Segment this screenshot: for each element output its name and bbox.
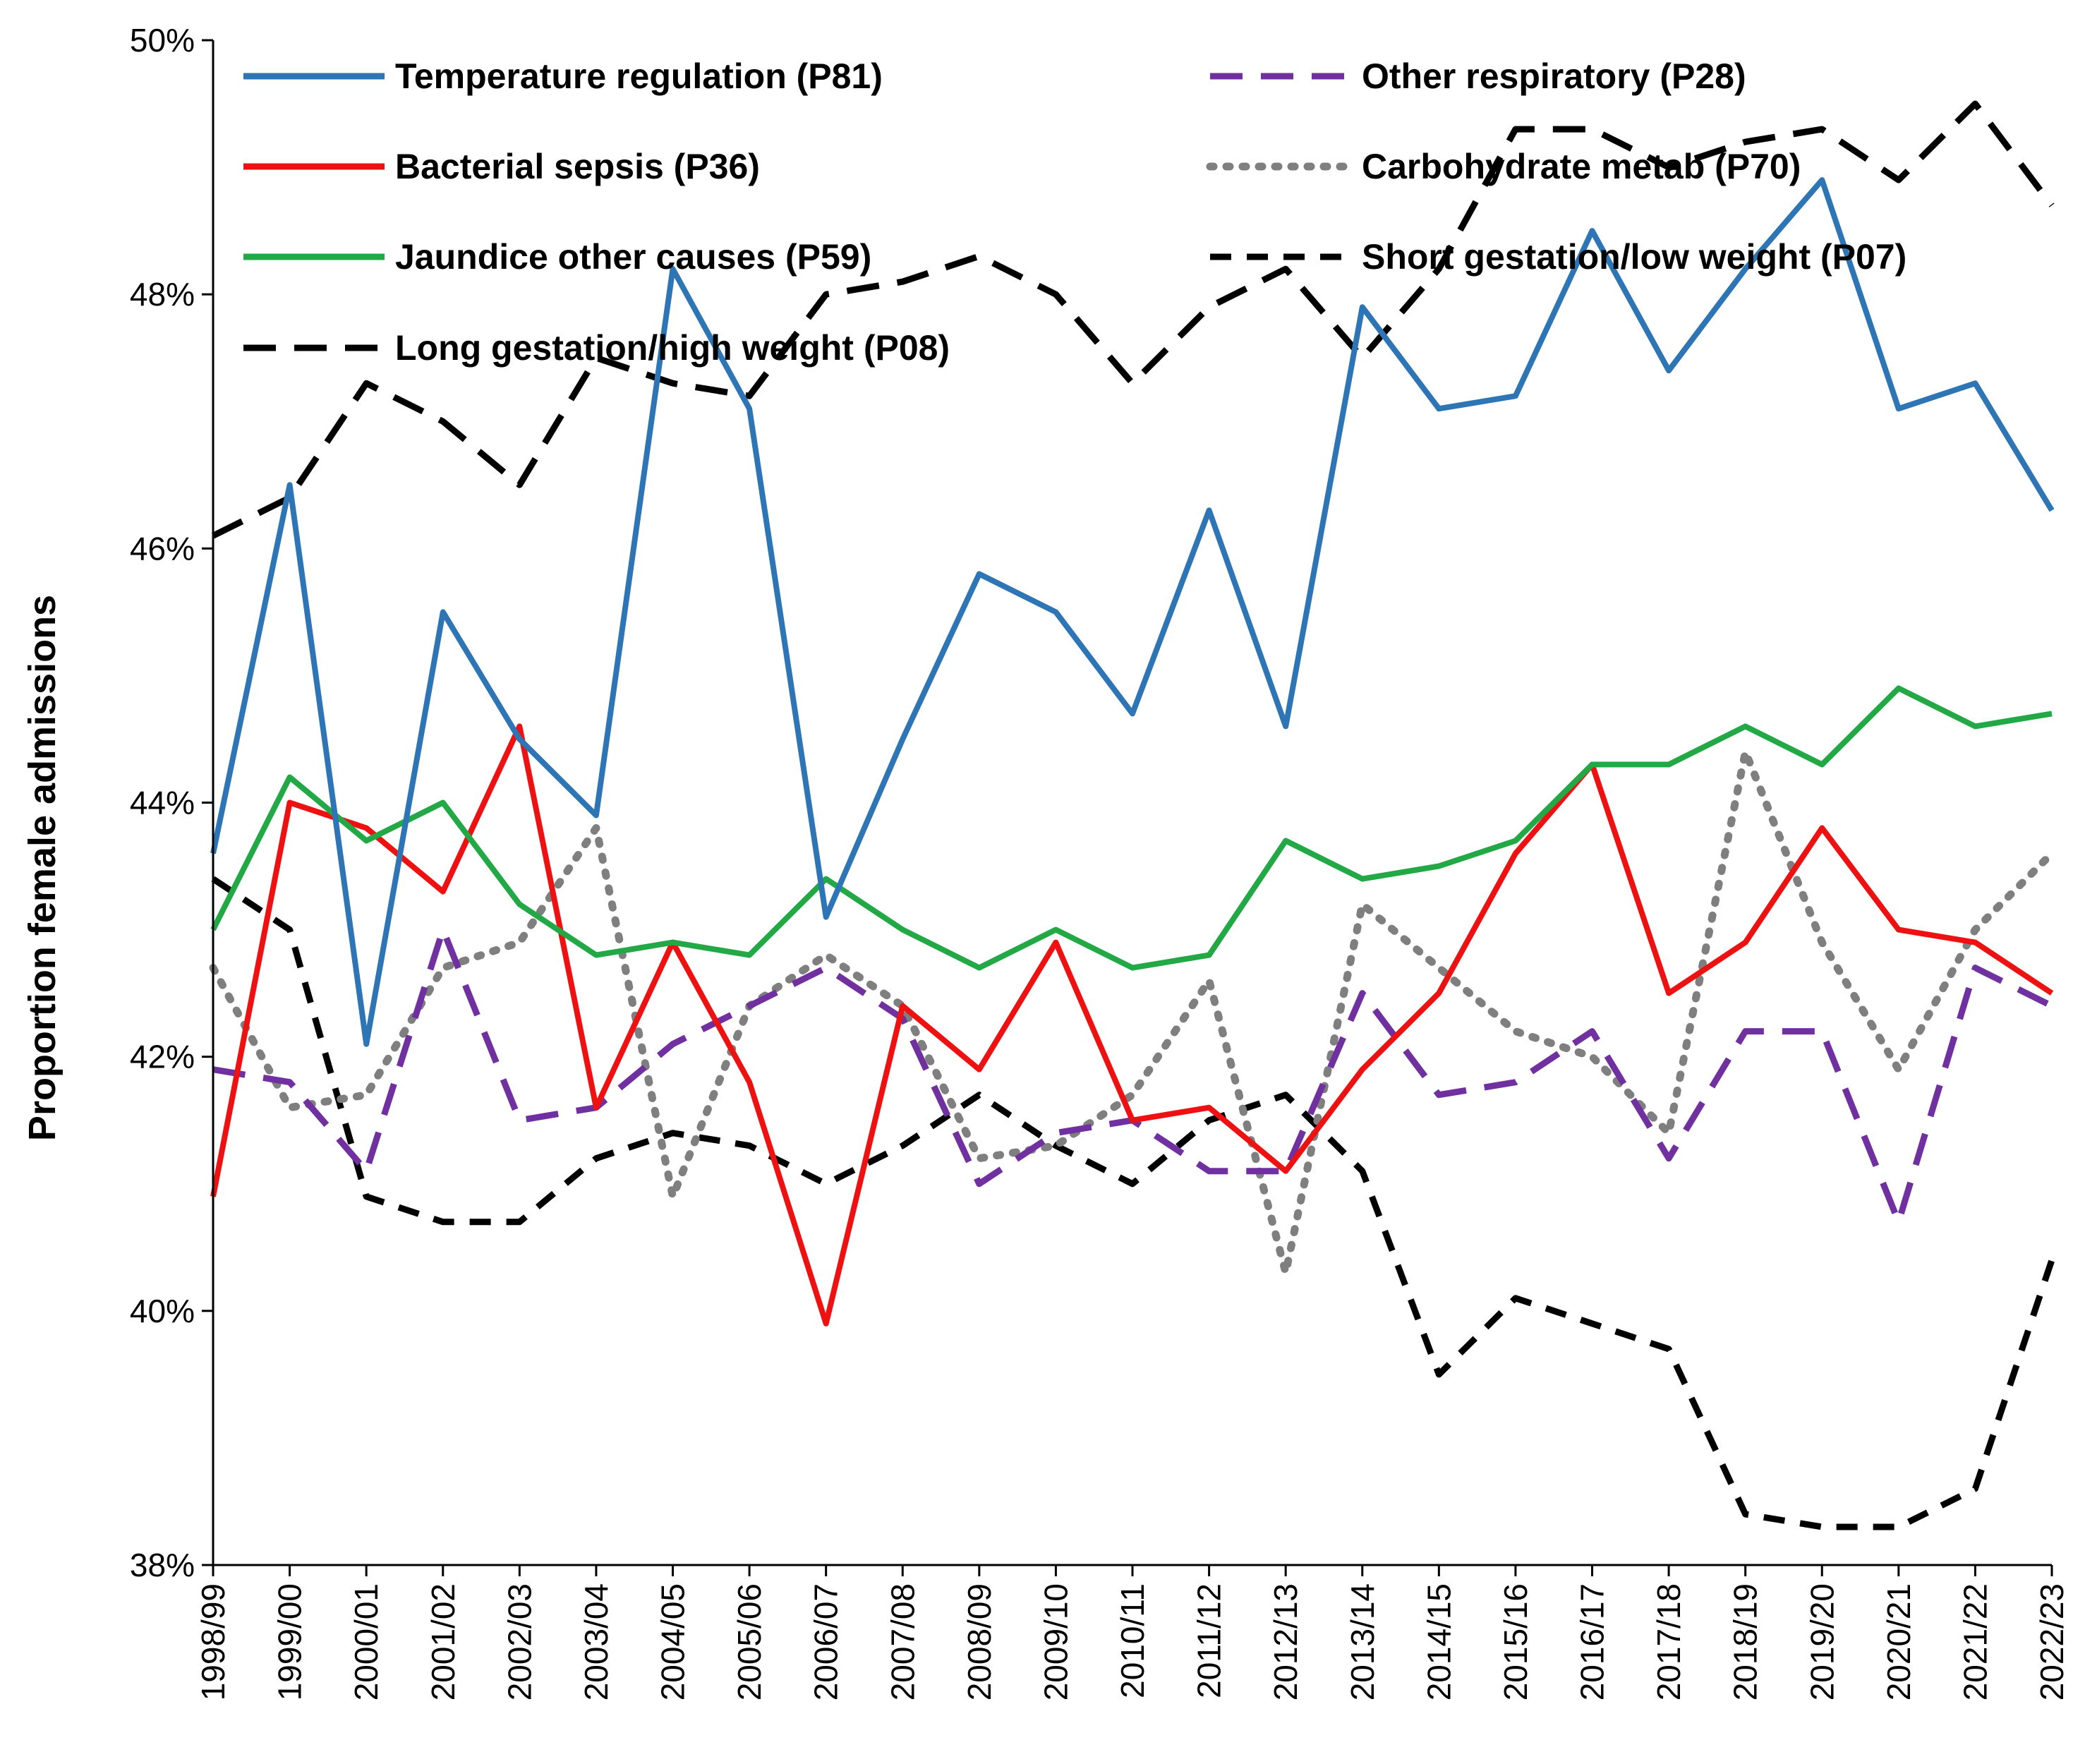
y-tick-label: 38% <box>130 1547 195 1583</box>
legend-label: Other respiratory (P28) <box>1362 56 1746 96</box>
legend-label: Short gestation/low weight (P07) <box>1362 237 1906 277</box>
legend-item: Other respiratory (P28) <box>1210 56 1746 96</box>
x-tick-label: 2006/07 <box>808 1583 845 1700</box>
x-tick-label: 2004/05 <box>655 1583 691 1700</box>
legend-item: Carbohydrate metab (P70) <box>1206 147 1801 186</box>
x-tick-label: 2014/15 <box>1420 1583 1457 1700</box>
legend: Temperature regulation (P81) Bacterial se… <box>243 56 1906 368</box>
x-tick-label: 2016/17 <box>1574 1583 1611 1700</box>
legend-label: Bacterial sepsis (P36) <box>395 147 760 186</box>
x-tick-label: 1998/99 <box>195 1583 231 1700</box>
legend-label: Carbohydrate metab (P70) <box>1362 147 1801 186</box>
x-tick-label: 2009/10 <box>1037 1583 1074 1700</box>
x-tick-label: 2003/04 <box>578 1583 615 1700</box>
series-line-3 <box>210 685 2053 971</box>
legend-label: Jaundice other causes (P59) <box>395 237 871 277</box>
x-tick-label: 2018/19 <box>1727 1583 1764 1700</box>
x-tick-label: 1999/00 <box>272 1583 308 1700</box>
series-line-1 <box>210 177 2055 1047</box>
legend-item: Temperature regulation (P81) <box>243 56 883 96</box>
x-tick-label: 2013/14 <box>1344 1583 1381 1700</box>
y-axis-ticks: 38% 40% 42% 44% 46% 48% 50% <box>130 22 213 1583</box>
x-tick-label: 2021/22 <box>1957 1583 1993 1700</box>
x-tick-label: 2020/21 <box>1880 1583 1917 1700</box>
x-tick-label: 2001/02 <box>425 1583 461 1700</box>
y-tick-label: 46% <box>130 530 195 567</box>
series-line-6 <box>209 748 2056 1277</box>
x-tick-label: 2008/09 <box>961 1583 998 1700</box>
legend-item: Short gestation/low weight (P07) <box>1210 237 1906 277</box>
series-line-7 <box>211 876 2055 1530</box>
x-tick-label: 2012/13 <box>1267 1583 1304 1700</box>
x-tick-label: 2002/03 <box>501 1583 538 1700</box>
legend-item: Bacterial sepsis (P36) <box>243 147 760 186</box>
series-line-2 <box>210 723 2054 1327</box>
y-axis-title: Proportion female admissions <box>21 595 64 1141</box>
legend-label: Temperature regulation (P81) <box>395 56 883 96</box>
series-lines <box>209 100 2056 1530</box>
series-line-5 <box>212 926 2054 1226</box>
x-tick-label: 2007/08 <box>884 1583 921 1700</box>
legend-label: Long gestation/high weight (P08) <box>395 328 950 368</box>
x-tick-label: 2010/11 <box>1114 1583 1151 1698</box>
y-tick-label: 50% <box>130 22 195 59</box>
x-tick-label: 2022/23 <box>2033 1583 2070 1700</box>
x-tick-label: 2005/06 <box>731 1583 768 1700</box>
x-axis-ticks: 1998/99 1999/00 2000/01 2001/02 2002/03 2003/… <box>195 1565 2070 1700</box>
y-tick-label: 48% <box>130 276 195 313</box>
x-tick-label: 2017/18 <box>1650 1583 1687 1700</box>
legend-item: Long gestation/high weight (P08) <box>243 328 950 368</box>
x-tick-label: 2019/20 <box>1803 1583 1840 1700</box>
x-tick-label: 2011/12 <box>1191 1583 1228 1698</box>
legend-item: Jaundice other causes (P59) <box>243 237 871 277</box>
x-tick-label: 2015/16 <box>1497 1583 1534 1700</box>
y-tick-label: 42% <box>130 1039 195 1075</box>
y-tick-label: 44% <box>130 785 195 821</box>
y-tick-label: 40% <box>130 1293 195 1329</box>
axes <box>212 40 2052 1566</box>
series-line-4 <box>211 100 2055 539</box>
x-tick-label: 2000/01 <box>348 1583 385 1700</box>
